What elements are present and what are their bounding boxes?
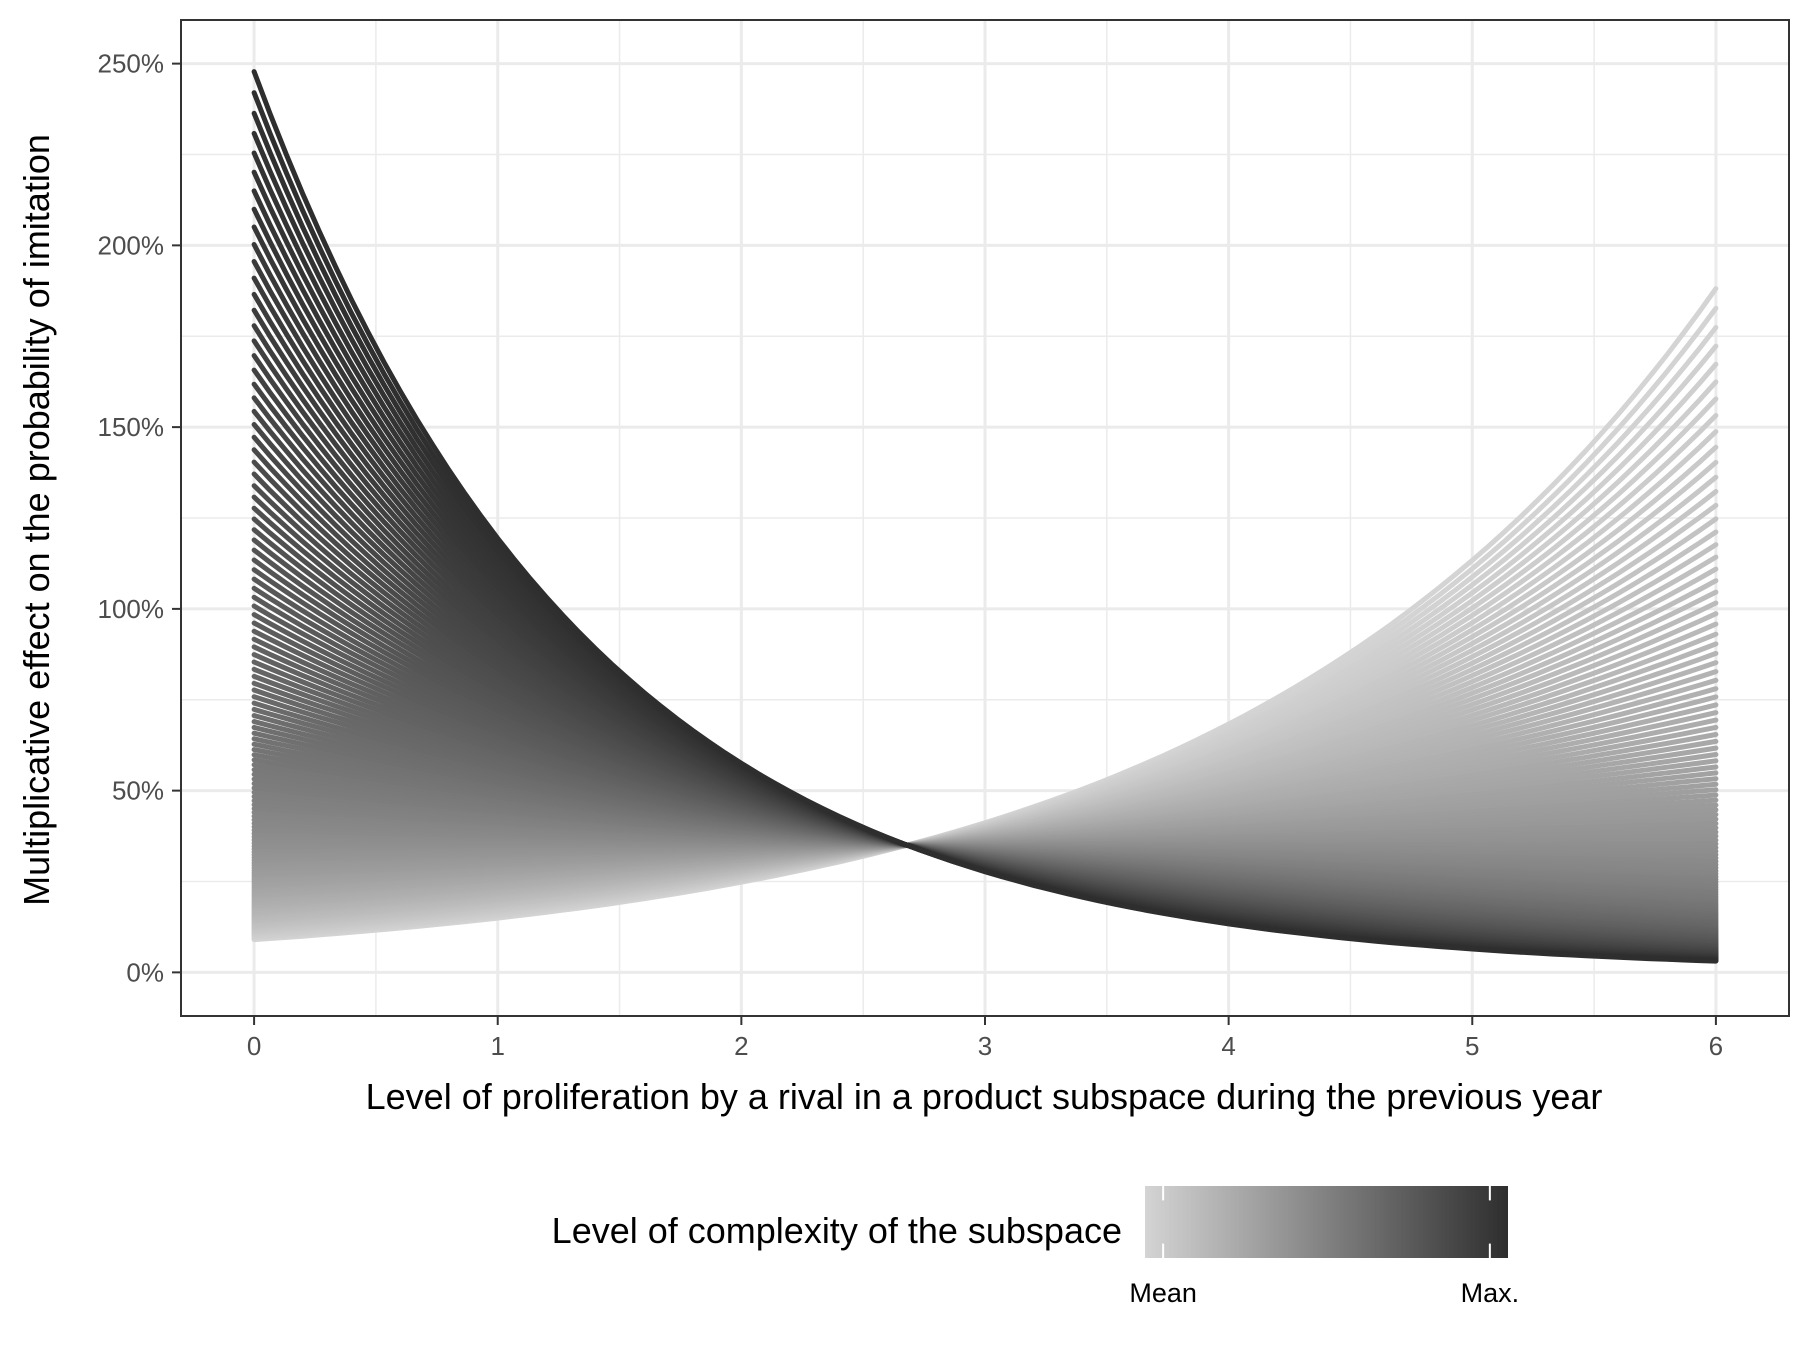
x-tick-label: 2 bbox=[734, 1031, 748, 1061]
x-tick-label: 5 bbox=[1465, 1031, 1479, 1061]
x-tick-label: 4 bbox=[1221, 1031, 1235, 1061]
y-tick-label: 150% bbox=[98, 412, 165, 442]
y-tick-label: 0% bbox=[126, 957, 164, 987]
y-tick-label: 100% bbox=[98, 594, 165, 624]
y-tick-label: 250% bbox=[98, 49, 165, 79]
y-axis-title: Multiplicative effect on the probability… bbox=[16, 134, 57, 906]
x-tick-label: 0 bbox=[247, 1031, 261, 1061]
y-tick-label: 50% bbox=[112, 776, 164, 806]
x-tick-label: 1 bbox=[490, 1031, 504, 1061]
axes: 0 1 2 3 4 5 6 0% 50% 100% 150% 200% 250% bbox=[98, 49, 1724, 1061]
legend-label: Mean bbox=[1129, 1278, 1197, 1308]
x-axis-title: Level of proliferation by a rival in a p… bbox=[366, 1076, 1603, 1117]
legend-ticks: Mean Max. bbox=[1129, 1186, 1519, 1308]
x-tick-label: 6 bbox=[1709, 1031, 1723, 1061]
series-line bbox=[251, 69, 1719, 964]
legend-label: Max. bbox=[1461, 1278, 1520, 1308]
x-tick-label: 3 bbox=[978, 1031, 992, 1061]
legend-colorbar bbox=[1145, 1186, 1508, 1258]
y-tick-label: 200% bbox=[98, 230, 165, 260]
legend-title: Level of complexity of the subspace bbox=[552, 1210, 1122, 1251]
data-region bbox=[251, 69, 1719, 964]
legend: Level of complexity of the subspace Mean… bbox=[552, 1186, 1519, 1308]
